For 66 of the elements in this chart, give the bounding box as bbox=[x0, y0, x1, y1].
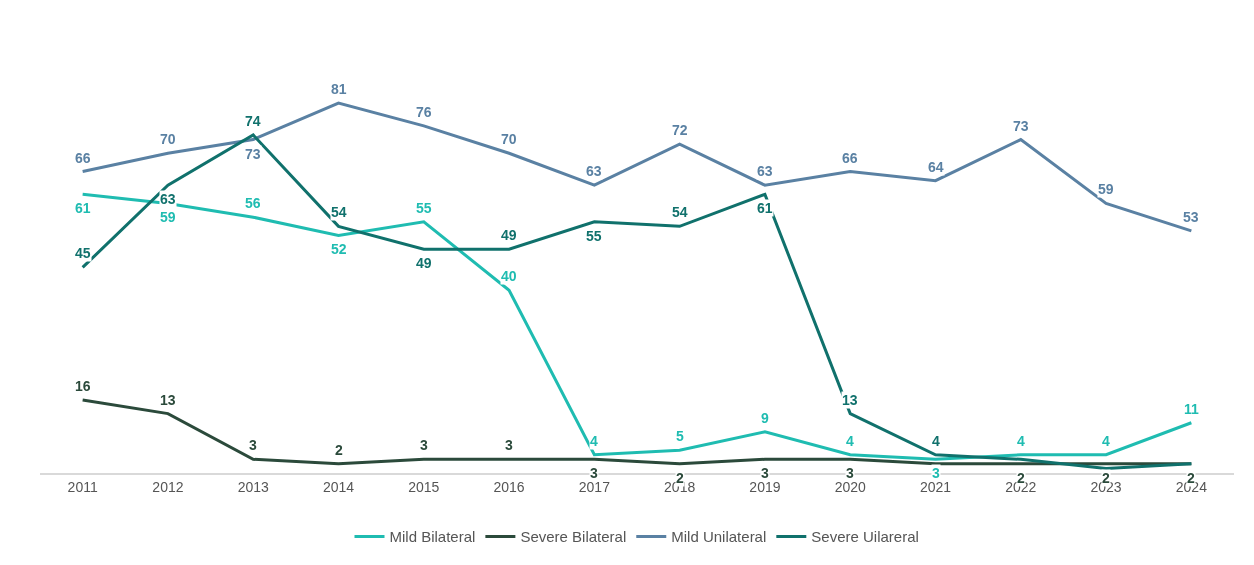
data-label: 54 bbox=[672, 204, 688, 220]
data-label: 2 bbox=[676, 470, 684, 486]
data-label: 54 bbox=[331, 204, 347, 220]
data-label: 4 bbox=[846, 433, 854, 449]
data-label: 4 bbox=[1017, 433, 1025, 449]
data-label: 70 bbox=[160, 131, 176, 147]
data-label: 76 bbox=[416, 104, 432, 120]
data-label: 49 bbox=[501, 227, 517, 243]
data-label: 61 bbox=[757, 200, 773, 216]
data-label: 66 bbox=[842, 150, 858, 166]
data-label: 11 bbox=[1184, 401, 1200, 417]
data-label: 49 bbox=[416, 255, 432, 271]
data-label: 66 bbox=[75, 150, 91, 166]
data-label: 2 bbox=[1187, 470, 1195, 486]
data-label: 4 bbox=[1102, 433, 1110, 449]
x-tick-label: 2014 bbox=[322, 478, 355, 495]
data-label: 40 bbox=[501, 268, 517, 284]
data-label: 3 bbox=[249, 437, 257, 453]
data-label: 63 bbox=[586, 163, 602, 179]
legend-label: Severe Uilareral bbox=[811, 528, 919, 546]
data-label: 13 bbox=[160, 392, 176, 408]
data-label: 63 bbox=[757, 163, 773, 179]
x-tick-label: 2015 bbox=[408, 478, 440, 495]
data-label: 59 bbox=[160, 209, 176, 225]
data-label: 72 bbox=[672, 122, 688, 138]
data-label: 3 bbox=[761, 465, 769, 481]
data-label: 61 bbox=[75, 200, 91, 216]
data-label: 3 bbox=[505, 437, 513, 453]
legend-label: Severe Bilateral bbox=[520, 528, 627, 546]
data-label: 73 bbox=[245, 146, 261, 162]
data-label: 9 bbox=[761, 410, 769, 426]
data-label: 2 bbox=[1017, 470, 1025, 486]
data-label: 4 bbox=[590, 433, 598, 449]
data-label: 2 bbox=[335, 442, 343, 458]
data-label: 13 bbox=[842, 392, 858, 408]
data-label: 59 bbox=[1098, 181, 1114, 197]
data-label: 5 bbox=[676, 428, 684, 444]
data-label: 3 bbox=[590, 465, 598, 481]
data-label: 45 bbox=[75, 245, 91, 261]
data-label: 4 bbox=[932, 433, 940, 449]
x-tick-label: 2020 bbox=[834, 478, 866, 495]
data-label: 81 bbox=[331, 81, 347, 97]
x-tick-label: 2019 bbox=[749, 478, 781, 495]
x-tick-label: 2012 bbox=[152, 478, 184, 495]
x-tick-label: 2011 bbox=[67, 478, 98, 495]
data-label: 16 bbox=[75, 378, 91, 394]
data-label: 70 bbox=[501, 131, 517, 147]
x-tick-label: 2013 bbox=[237, 478, 269, 495]
data-label: 3 bbox=[846, 465, 854, 481]
legend-label: Mild Unilateral bbox=[671, 528, 767, 546]
x-tick-label: 2016 bbox=[493, 478, 525, 495]
data-label: 63 bbox=[160, 191, 176, 207]
data-label: 52 bbox=[331, 241, 347, 257]
data-label: 56 bbox=[245, 195, 261, 211]
x-tick-label: 2021 bbox=[919, 478, 952, 495]
data-label: 2 bbox=[1102, 470, 1110, 486]
data-label: 3 bbox=[420, 437, 428, 453]
data-label: 55 bbox=[586, 228, 602, 244]
data-label: 55 bbox=[416, 200, 432, 216]
data-label: 64 bbox=[928, 159, 944, 175]
data-label: 3 bbox=[932, 465, 940, 481]
data-label: 74 bbox=[245, 113, 261, 129]
legend-label: Mild Bilateral bbox=[389, 528, 476, 546]
data-label: 73 bbox=[1013, 118, 1029, 134]
data-label: 53 bbox=[1183, 209, 1199, 225]
x-tick-label: 2017 bbox=[578, 478, 611, 495]
